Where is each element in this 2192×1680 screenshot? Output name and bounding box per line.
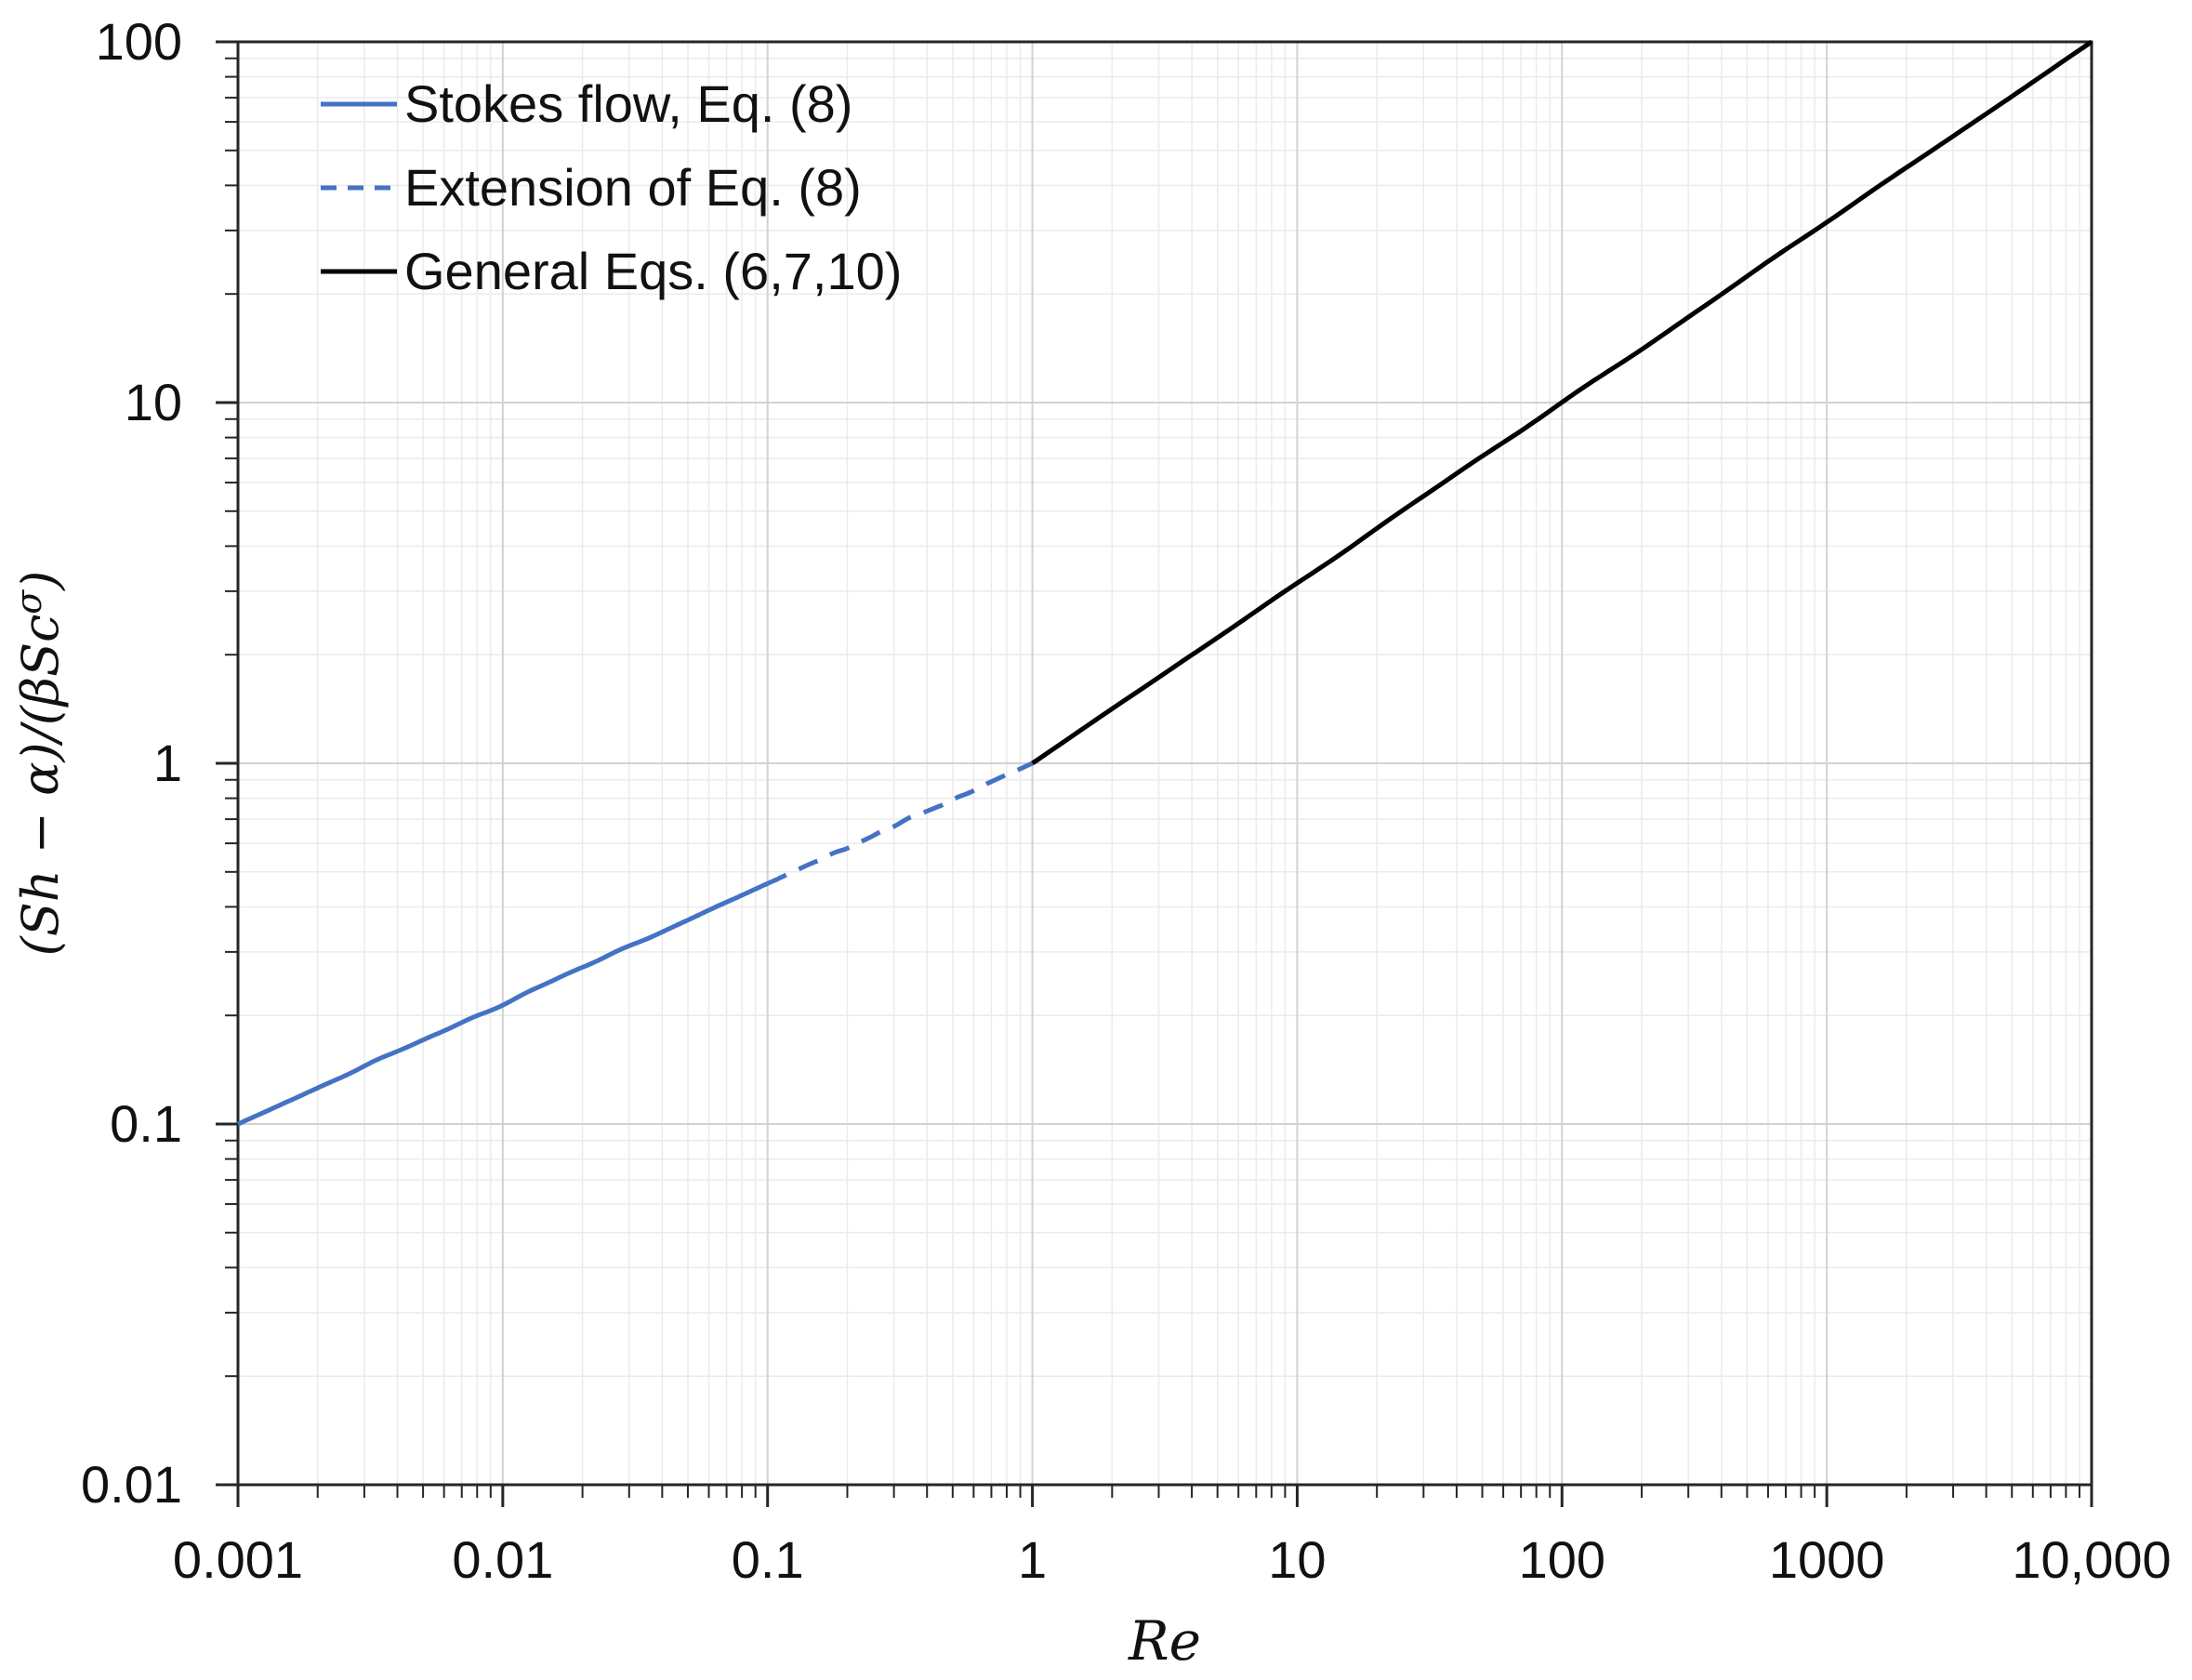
axis-ticks	[216, 40, 2093, 1507]
x-axis-title: Re	[1128, 1609, 1201, 1673]
series-line-extension-of-eq-8	[766, 761, 1034, 886]
x-tick-label: 1	[1018, 1530, 1047, 1589]
x-tick-label: 1000	[1769, 1530, 1885, 1589]
legend-label: Stokes flow, Eq. (8)	[404, 74, 852, 133]
y-axis-title: (Sh − α)/(βScσ)	[8, 571, 70, 957]
y-tick-label: 0.1	[110, 1094, 182, 1153]
series-line-stokes-flow-eq-8	[236, 881, 769, 1127]
y-tick-label: 1	[153, 734, 182, 792]
series-line-general-eqs-6-7-10	[1031, 39, 2093, 766]
x-tick-label: 10,000	[2012, 1530, 2171, 1589]
legend-label: General Eqs. (6,7,10)	[404, 242, 902, 300]
x-tick-labels: 0.001 0.01 0.1 1 10 100 1000 10,000	[173, 1530, 2172, 1589]
legend-item: Stokes flow, Eq. (8)	[321, 74, 852, 133]
y-tick-label: 100	[96, 12, 182, 71]
x-tick-label: 10	[1268, 1530, 1326, 1589]
legend-item: Extension of Eq. (8)	[321, 158, 862, 217]
x-tick-label: 100	[1519, 1530, 1605, 1589]
legend-label: Extension of Eq. (8)	[404, 158, 862, 217]
legend: Stokes flow, Eq. (8) Extension of Eq. (8)…	[321, 74, 902, 300]
y-tick-label: 10	[125, 373, 182, 431]
x-tick-label: 0.1	[732, 1530, 804, 1589]
y-tick-label: 0.01	[81, 1455, 182, 1514]
y-tick-labels: 0.01 0.1 1 10 100	[81, 12, 182, 1514]
legend-item: General Eqs. (6,7,10)	[321, 242, 902, 300]
x-tick-label: 0.001	[173, 1530, 303, 1589]
series-lines	[236, 39, 2093, 1127]
x-tick-label: 0.01	[452, 1530, 553, 1589]
